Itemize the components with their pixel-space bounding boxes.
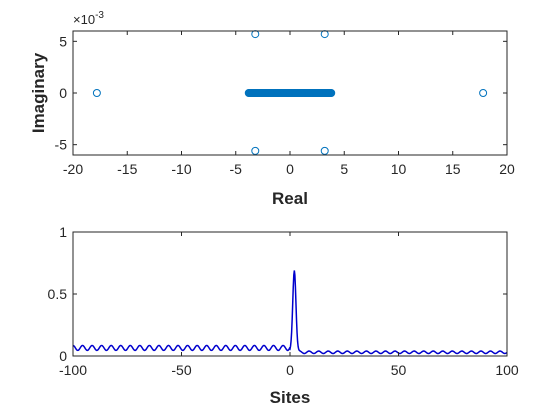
x-tick-label: 100 bbox=[495, 362, 519, 378]
x-tick-label: 15 bbox=[445, 161, 461, 177]
x-tick-label: -15 bbox=[117, 161, 137, 177]
density-line bbox=[72, 270, 508, 355]
x-tick-label: 5 bbox=[340, 161, 348, 177]
y-axis-label: Imaginary bbox=[29, 52, 48, 133]
eigenvalue-point bbox=[251, 146, 260, 155]
x-axis-label: Real bbox=[272, 189, 308, 208]
eigenvalue-point bbox=[320, 146, 329, 155]
x-tick-label: 0 bbox=[286, 362, 294, 378]
y-tick-label: 0 bbox=[59, 348, 67, 364]
y-tick-label: 5 bbox=[59, 33, 67, 49]
eigenvalue-point bbox=[327, 88, 336, 97]
x-tick-label: 20 bbox=[499, 161, 515, 177]
x-tick-label: -100 bbox=[59, 362, 87, 378]
eigenvalue-scatter-axes: -20 -15 -10 -5 0 5 10 15 20 -5 0 5 ×10-3 Real Imag… bbox=[29, 10, 515, 208]
x-tick-marks: -100 -50 0 50 100 bbox=[59, 232, 519, 378]
y-tick-label: 1 bbox=[59, 224, 67, 240]
x-tick-label: 0 bbox=[286, 161, 294, 177]
eigenvalue-point bbox=[320, 30, 329, 39]
eigenvalue-point bbox=[479, 89, 488, 97]
x-axis-label: Sites bbox=[270, 388, 311, 407]
x-tick-label: 10 bbox=[391, 161, 407, 177]
y-tick-marks: -5 0 5 bbox=[55, 33, 507, 153]
x-tick-marks: -20 -15 -10 -5 0 5 10 15 20 bbox=[63, 31, 515, 177]
x-tick-label: -20 bbox=[63, 161, 83, 177]
x-tick-label: -5 bbox=[230, 161, 243, 177]
eigenvalue-point bbox=[92, 89, 101, 97]
scatter-points bbox=[92, 30, 488, 155]
y-tick-label: 0 bbox=[59, 85, 67, 101]
y-tick-label: -5 bbox=[55, 137, 68, 153]
x-tick-label: -10 bbox=[171, 161, 191, 177]
y-tick-marks: 00.51 bbox=[48, 224, 507, 364]
plot-frame bbox=[72, 231, 508, 357]
y-tick-label: 0.5 bbox=[48, 286, 68, 302]
x-tick-label: 50 bbox=[391, 362, 407, 378]
site-density-axes: -100 -50 0 50 100 00.51 Sites bbox=[48, 224, 519, 407]
x-tick-label: -50 bbox=[171, 362, 191, 378]
y-exponent-label: ×10-3 bbox=[73, 10, 104, 27]
eigenvalue-point bbox=[251, 30, 260, 39]
